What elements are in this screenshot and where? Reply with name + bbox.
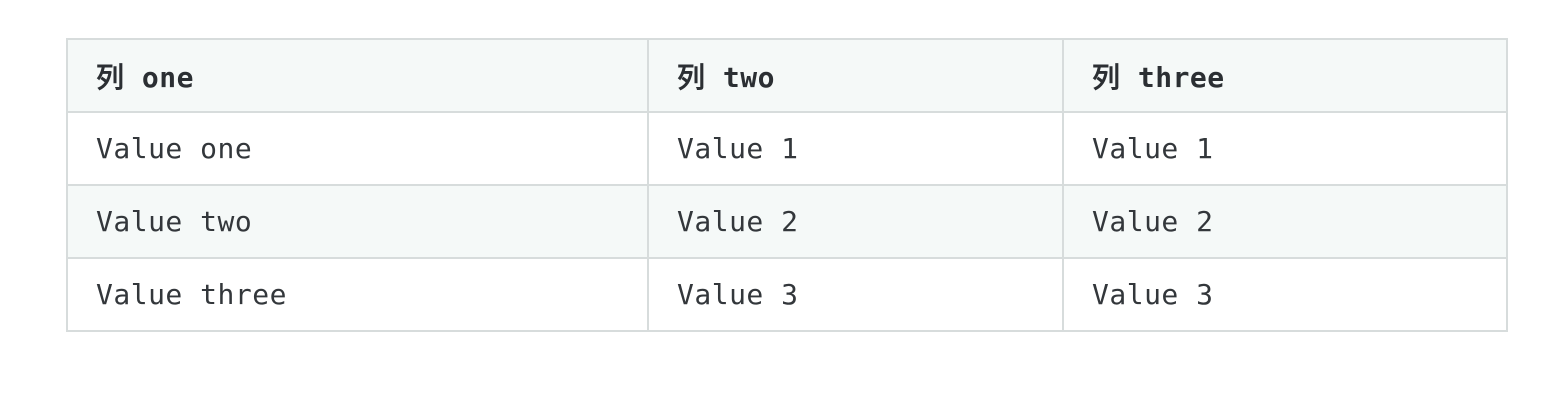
- table-cell: Value one: [66, 111, 649, 186]
- column-header-three: 列 three: [1062, 38, 1508, 113]
- data-table: 列 one 列 two 列 three Value one Value 1 Va…: [66, 38, 1508, 332]
- table-cell: Value 1: [647, 111, 1064, 186]
- column-header-one: 列 one: [66, 38, 649, 113]
- table-row: Value one Value 1 Value 1: [66, 111, 1508, 186]
- table-cell: Value 3: [1062, 257, 1508, 332]
- table-cell: Value 1: [1062, 111, 1508, 186]
- table-body: Value one Value 1 Value 1 Value two Valu…: [66, 111, 1508, 332]
- table-cell: Value 2: [647, 184, 1064, 259]
- table-cell: Value 2: [1062, 184, 1508, 259]
- table-row: Value three Value 3 Value 3: [66, 257, 1508, 332]
- header-row: 列 one 列 two 列 three: [66, 38, 1508, 113]
- table-row: Value two Value 2 Value 2: [66, 184, 1508, 259]
- table-cell: Value three: [66, 257, 649, 332]
- column-header-two: 列 two: [647, 38, 1064, 113]
- table-cell: Value two: [66, 184, 649, 259]
- table-header: 列 one 列 two 列 three: [66, 38, 1508, 113]
- table-cell: Value 3: [647, 257, 1064, 332]
- data-table-container: 列 one 列 two 列 three Value one Value 1 Va…: [66, 38, 1508, 332]
